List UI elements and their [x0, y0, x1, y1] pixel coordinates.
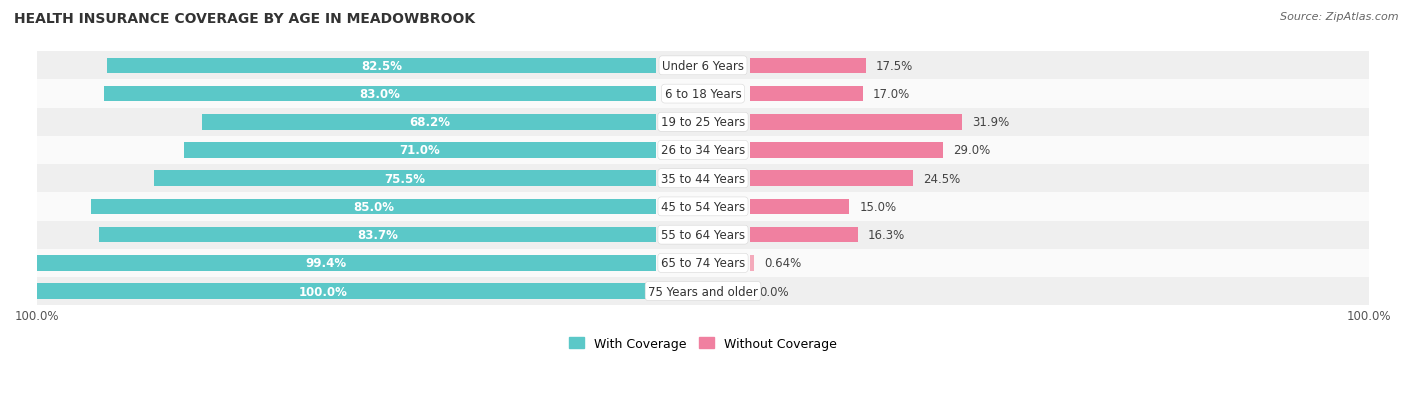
Bar: [0, 256, 657, 271]
Bar: [153, 171, 657, 187]
Bar: [184, 143, 657, 158]
Text: 17.5%: 17.5%: [876, 60, 914, 73]
Text: 83.7%: 83.7%: [357, 228, 398, 242]
Text: 31.9%: 31.9%: [972, 116, 1010, 129]
Bar: [37, 52, 1369, 80]
Text: 0.64%: 0.64%: [763, 257, 801, 270]
Bar: [37, 249, 1369, 277]
Bar: [749, 227, 858, 243]
Text: Under 6 Years: Under 6 Years: [662, 60, 744, 73]
Bar: [100, 227, 657, 243]
Text: 68.2%: 68.2%: [409, 116, 450, 129]
Bar: [749, 256, 754, 271]
Text: Source: ZipAtlas.com: Source: ZipAtlas.com: [1281, 12, 1399, 22]
Bar: [37, 277, 1369, 305]
Text: 100.0%: 100.0%: [15, 310, 59, 323]
Bar: [90, 199, 657, 215]
Bar: [749, 199, 849, 215]
Text: 75 Years and older: 75 Years and older: [648, 285, 758, 298]
Bar: [749, 143, 942, 158]
Text: 55 to 64 Years: 55 to 64 Years: [661, 228, 745, 242]
Text: 26 to 34 Years: 26 to 34 Years: [661, 144, 745, 157]
Bar: [104, 87, 657, 102]
Text: 83.0%: 83.0%: [360, 88, 401, 101]
Text: 19 to 25 Years: 19 to 25 Years: [661, 116, 745, 129]
Bar: [749, 87, 863, 102]
Text: 17.0%: 17.0%: [873, 88, 910, 101]
Text: 45 to 54 Years: 45 to 54 Years: [661, 200, 745, 214]
Legend: With Coverage, Without Coverage: With Coverage, Without Coverage: [564, 332, 842, 355]
Text: 15.0%: 15.0%: [859, 200, 897, 214]
Text: 100.0%: 100.0%: [299, 285, 347, 298]
Text: 99.4%: 99.4%: [305, 257, 346, 270]
Text: 0.0%: 0.0%: [759, 285, 789, 298]
Text: 71.0%: 71.0%: [399, 144, 440, 157]
Text: 65 to 74 Years: 65 to 74 Years: [661, 257, 745, 270]
Bar: [37, 80, 1369, 109]
Text: 85.0%: 85.0%: [353, 200, 394, 214]
Bar: [749, 115, 962, 130]
Text: 82.5%: 82.5%: [361, 60, 402, 73]
Text: HEALTH INSURANCE COVERAGE BY AGE IN MEADOWBROOK: HEALTH INSURANCE COVERAGE BY AGE IN MEAD…: [14, 12, 475, 26]
Text: 6 to 18 Years: 6 to 18 Years: [665, 88, 741, 101]
Text: 16.3%: 16.3%: [868, 228, 905, 242]
Bar: [107, 59, 657, 74]
Text: 24.5%: 24.5%: [922, 172, 960, 185]
Bar: [749, 171, 912, 187]
Text: 100.0%: 100.0%: [1347, 310, 1391, 323]
Bar: [202, 115, 657, 130]
Bar: [749, 59, 866, 74]
Bar: [37, 193, 1369, 221]
Text: 35 to 44 Years: 35 to 44 Years: [661, 172, 745, 185]
Text: 75.5%: 75.5%: [385, 172, 426, 185]
Bar: [0, 284, 657, 299]
Bar: [37, 137, 1369, 165]
Text: 29.0%: 29.0%: [953, 144, 990, 157]
Bar: [37, 165, 1369, 193]
Bar: [37, 221, 1369, 249]
Bar: [37, 109, 1369, 137]
